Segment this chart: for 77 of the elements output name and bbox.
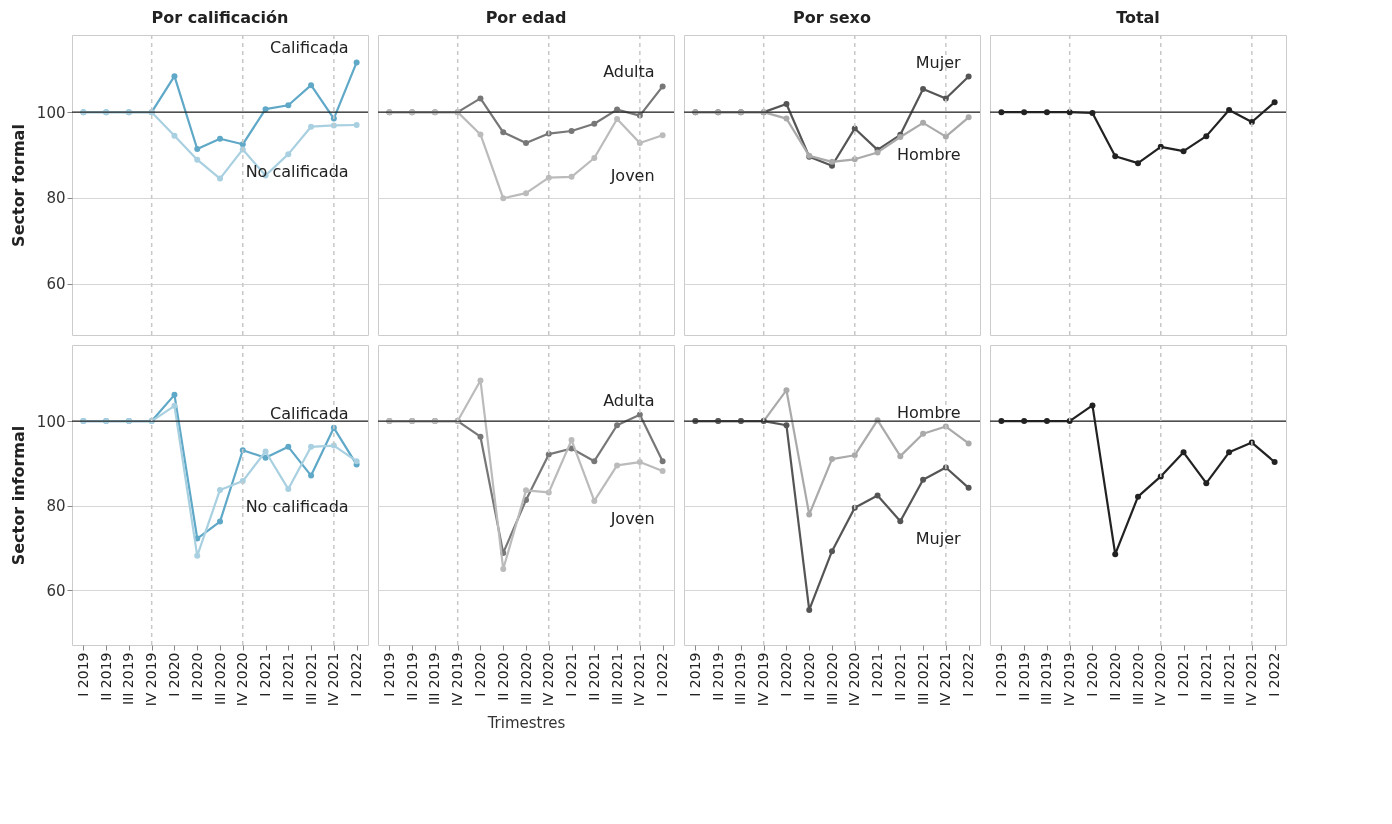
x-tick-label: I 2020	[165, 652, 182, 697]
x-axis-title: Trimestres	[486, 714, 566, 733]
y-tick-label: 60	[46, 581, 66, 600]
y-tick-label: 80	[46, 497, 66, 516]
x-tick-label: III 2021	[608, 652, 625, 705]
series-label: Joven	[609, 508, 655, 528]
series-label: Hombre	[896, 145, 961, 164]
x-tick-label: II 2019	[403, 652, 420, 701]
series-label: Adulta	[603, 390, 655, 410]
x-tick-label: II 2020	[1106, 652, 1123, 701]
x-tick-label: I 2021	[1175, 652, 1192, 697]
chart-title: Por calificación	[151, 8, 289, 28]
x-tick-label: II 2021	[279, 652, 296, 701]
x-tick-label: I 2022	[960, 652, 977, 697]
x-tick-label: IV 2020	[1152, 652, 1169, 707]
y-tick-label: 80	[46, 189, 66, 208]
x-tick-label: I 2019	[74, 652, 91, 697]
x-tick-label: II 2020	[494, 652, 511, 701]
x-tick-label: II 2021	[891, 652, 908, 701]
x-tick-label: IV 2021	[937, 652, 954, 707]
x-tick-label: III 2021	[302, 652, 319, 705]
x-tick-label: IV 2019	[449, 652, 466, 707]
y-tick-label: 100	[36, 412, 66, 431]
y-tick-label: 100	[36, 103, 66, 122]
x-tick-label: IV 2021	[1243, 652, 1260, 707]
x-tick-label: II 2019	[1015, 652, 1032, 701]
x-tick-label: IV 2021	[325, 652, 342, 707]
x-tick-label: III 2021	[914, 652, 931, 705]
x-tick-label: I 2022	[348, 652, 365, 697]
x-tick-label: IV 2019	[755, 652, 772, 707]
x-tick-label: IV 2020	[846, 652, 863, 707]
y-axis-title: Sector informal	[8, 425, 28, 566]
series-label: Mujer	[915, 52, 962, 72]
x-tick-label: II 2020	[188, 652, 205, 701]
x-tick-label: III 2019	[1038, 652, 1055, 705]
x-tick-label: I 2020	[777, 652, 794, 697]
y-axis-title: Sector formal	[8, 124, 28, 247]
x-tick-label: II 2019	[709, 652, 726, 701]
chart-title: Por edad	[485, 8, 567, 28]
x-tick-label: IV 2020	[540, 652, 557, 707]
x-tick-label: II 2019	[97, 652, 114, 701]
series-label: Hombre	[896, 402, 961, 422]
chart-title: Por sexo	[793, 8, 871, 28]
x-tick-label: I 2019	[686, 652, 703, 697]
series-label: Joven	[609, 166, 655, 185]
x-tick-label: I 2021	[563, 652, 580, 697]
x-tick-label: I 2020	[471, 652, 488, 697]
x-tick-label: I 2020	[1083, 652, 1100, 697]
x-tick-label: I 2019	[380, 652, 397, 697]
series-label: Adulta	[603, 62, 655, 82]
x-tick-label: IV 2021	[631, 652, 648, 707]
x-tick-label: III 2020	[823, 652, 840, 705]
x-tick-label: I 2022	[654, 652, 671, 697]
x-tick-label: III 2020	[211, 652, 228, 705]
x-tick-label: III 2020	[517, 652, 534, 705]
x-tick-label: II 2021	[585, 652, 602, 701]
x-tick-label: IV 2020	[234, 652, 251, 707]
x-tick-label: III 2019	[732, 652, 749, 705]
x-tick-label: II 2021	[1197, 652, 1214, 701]
x-tick-label: IV 2019	[143, 652, 160, 707]
y-tick-label: 60	[46, 275, 66, 294]
series-label: No calificada	[245, 162, 349, 182]
x-tick-label: II 2020	[800, 652, 817, 701]
chart-title: Total	[1116, 8, 1160, 28]
x-tick-label: III 2020	[1129, 652, 1146, 705]
series-label: No calificada	[245, 497, 349, 517]
x-tick-label: III 2019	[426, 652, 443, 705]
x-tick-label: I 2019	[992, 652, 1009, 697]
x-tick-label: III 2019	[120, 652, 137, 705]
series-label: Calificada	[270, 38, 349, 58]
x-tick-label: I 2021	[869, 652, 886, 697]
series-label: Calificada	[270, 403, 349, 423]
x-tick-label: IV 2019	[1061, 652, 1078, 707]
x-tick-label: III 2021	[1220, 652, 1237, 705]
x-tick-label: I 2022	[1266, 652, 1283, 697]
x-tick-label: I 2021	[257, 652, 274, 697]
series-label: Mujer	[915, 529, 962, 549]
